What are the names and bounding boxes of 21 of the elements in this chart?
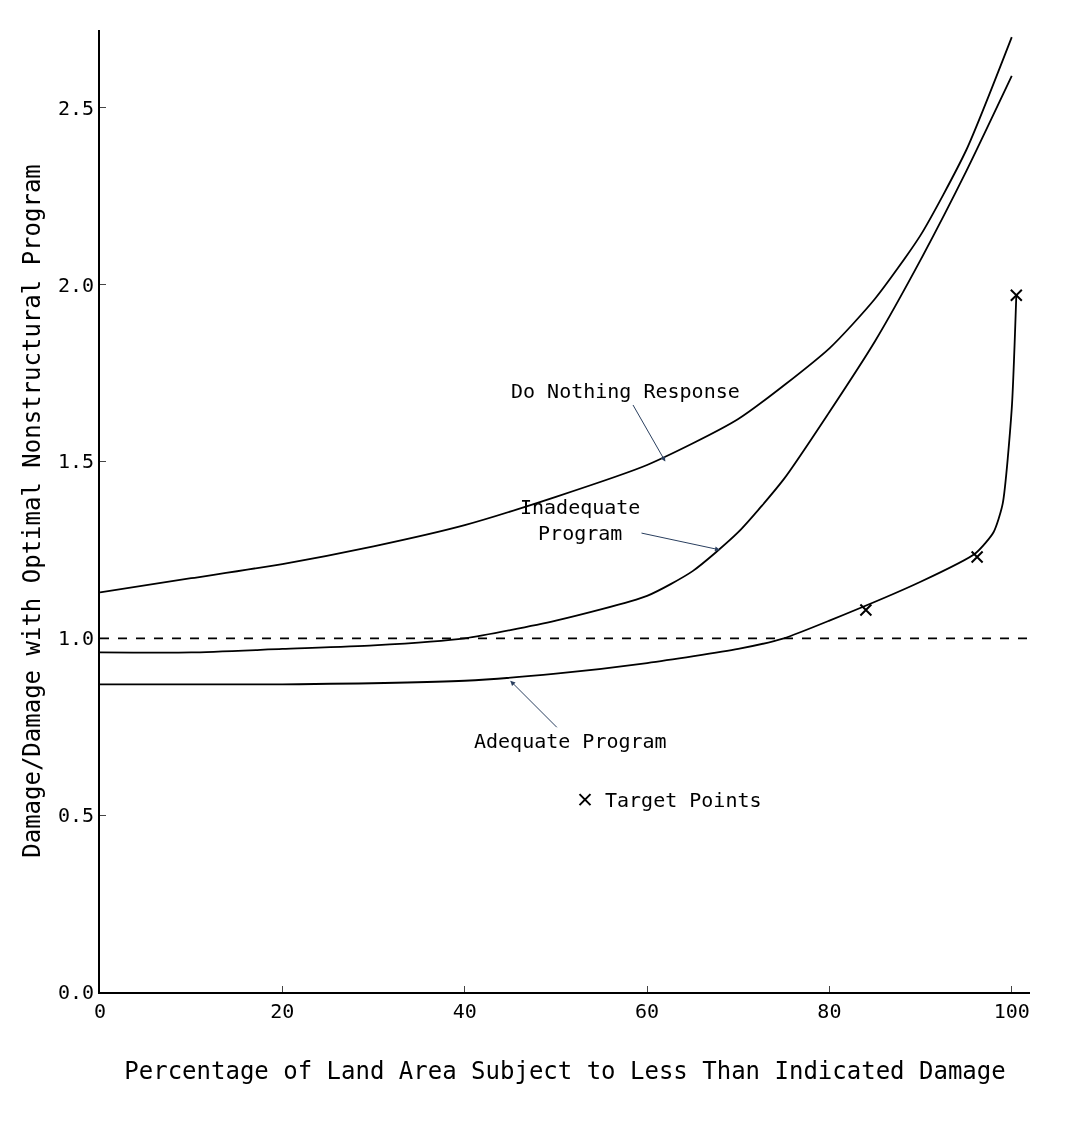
x-axis-title: Percentage of Land Area Subject to Less Than Indicated Damage: [124, 1056, 1006, 1085]
y-tick-label: 0.5: [57, 803, 94, 828]
x-tick-label: 60: [635, 999, 660, 1023]
point: [1009, 288, 1023, 302]
y-tick-label: 1.0: [57, 626, 94, 651]
annotation: Do Nothing Response: [511, 379, 740, 403]
y-axis-title: Damage/Damage with Optimal Nonstructural Program: [18, 164, 47, 858]
x-tick-label: 0: [93, 999, 107, 1023]
annotation: Inadequate Program: [520, 495, 641, 545]
x-tick-label: 20: [270, 999, 295, 1023]
point: [970, 550, 984, 564]
y-tick-label: 2.0: [57, 272, 94, 297]
x-tick-label: 40: [452, 999, 477, 1023]
y-tick-label: 1.5: [57, 449, 94, 474]
x-tick-label: 80: [817, 999, 842, 1023]
x-tick-label: 100: [993, 999, 1030, 1023]
y-tick-label: 2.5: [57, 95, 94, 120]
annotation: Adequate Program: [474, 729, 667, 753]
y-tick-label: 0.0: [57, 980, 94, 1004]
point: [859, 603, 873, 617]
legend-label: Target Points: [605, 788, 762, 813]
